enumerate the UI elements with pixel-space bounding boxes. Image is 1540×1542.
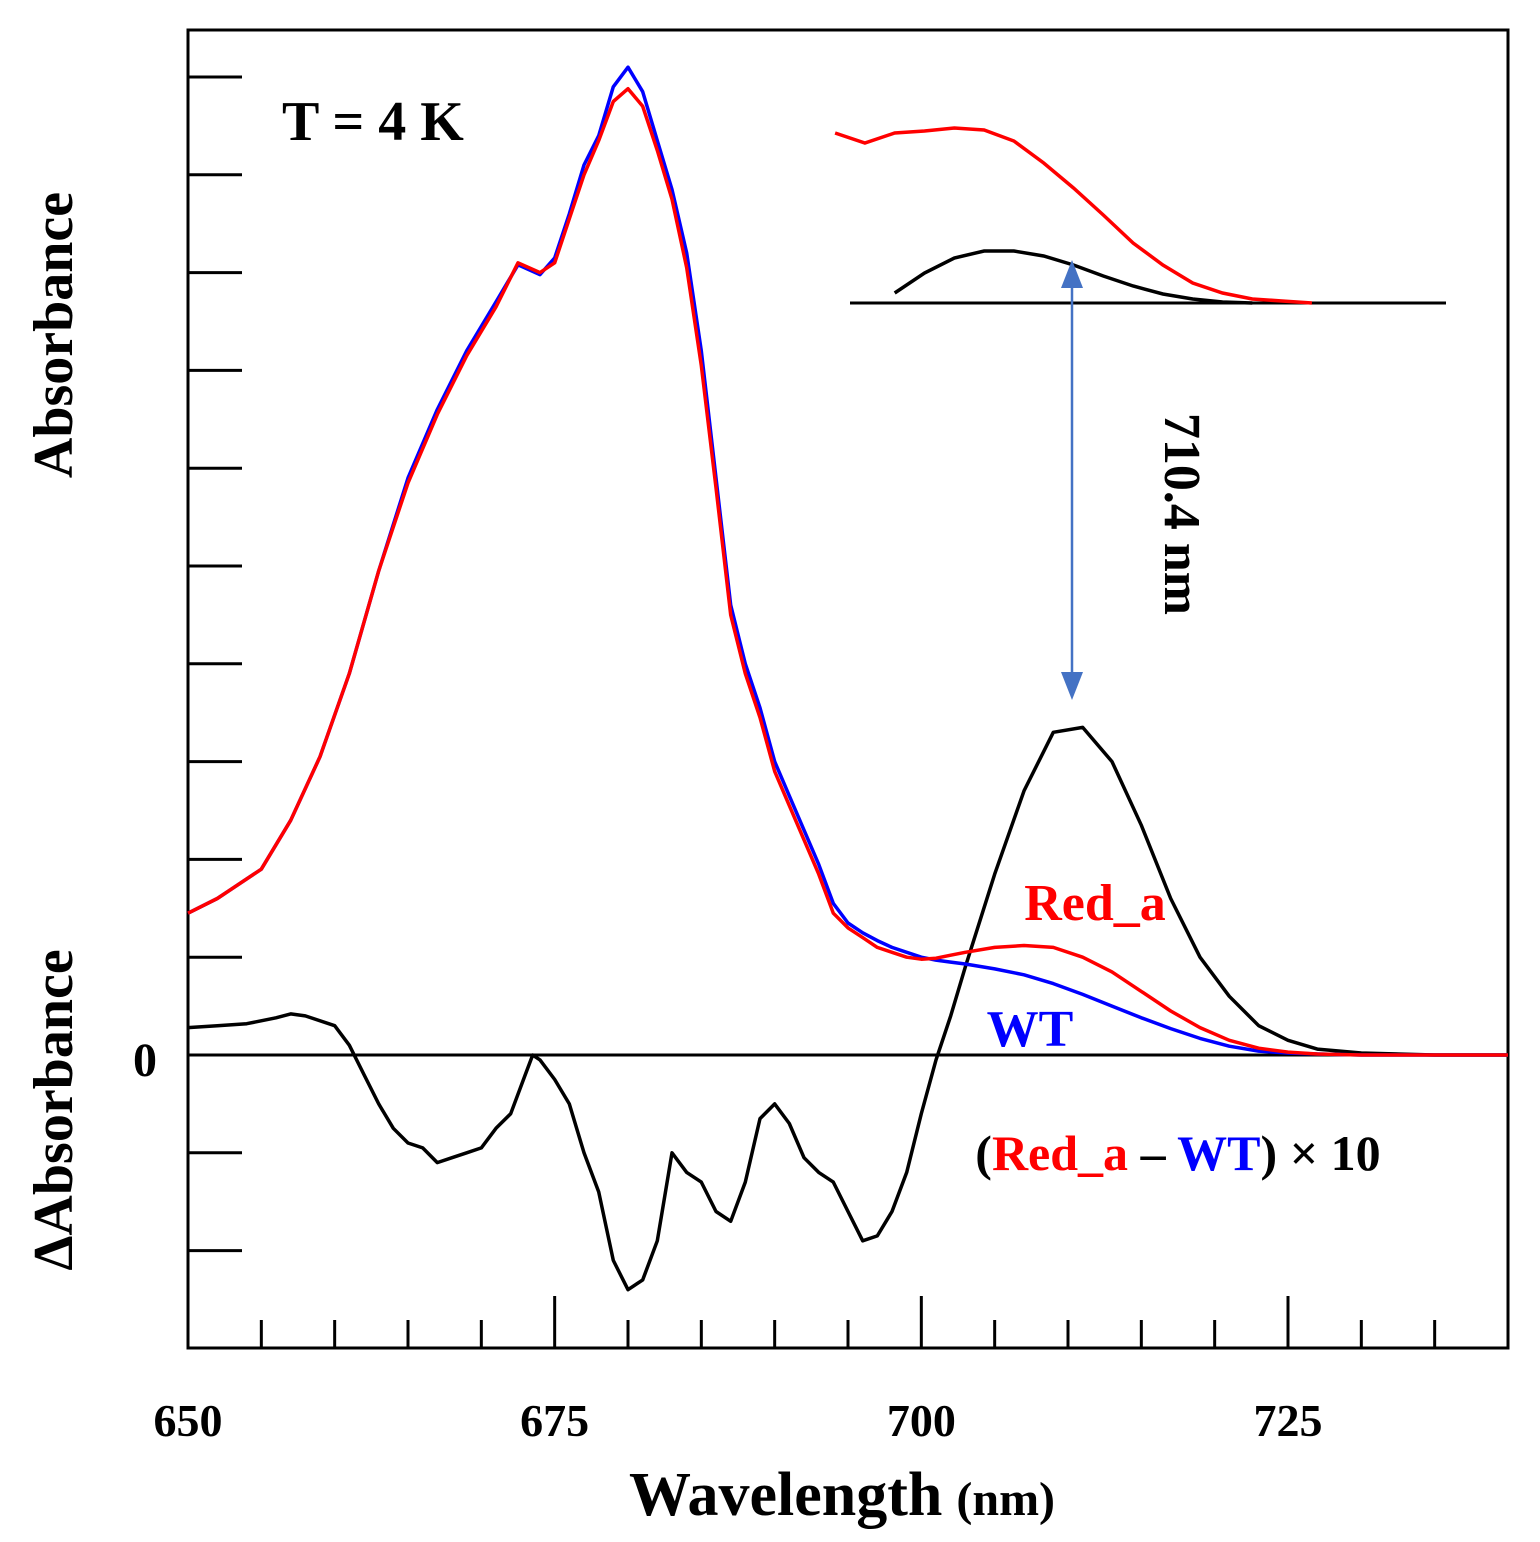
axis-ticks [188, 75, 1437, 1348]
diff-factor: × 10 [1277, 1125, 1381, 1181]
zero-label: 0 [133, 1034, 157, 1087]
x-tick-label: 700 [887, 1395, 956, 1446]
diff-close: ) [1261, 1125, 1278, 1181]
series-layer [187, 65, 1508, 1292]
x-axis-label: Wavelength (nm) [629, 1461, 1055, 1529]
diff-blue: WT [1177, 1125, 1260, 1181]
peak-arrow-head-down [1061, 672, 1083, 700]
diff-red: Red_a [992, 1125, 1128, 1181]
inset-magnified [834, 126, 1446, 305]
series-line-red-a [187, 86, 1508, 1057]
series-line-wt [187, 65, 1508, 1057]
x-tick-labels: 650 675 700 725 [154, 1395, 1323, 1446]
x-tick-label: 650 [154, 1395, 223, 1446]
x-tick-label: 675 [520, 1395, 589, 1446]
peak-wavelength-label: 710.4 nm [1153, 413, 1210, 615]
temperature-label: T = 4 K [282, 91, 464, 153]
y-axis-label-delta-absorbance: ΔAbsorbance [23, 949, 85, 1270]
peak-arrow-head-up [1061, 260, 1083, 288]
x-tick-label: 725 [1254, 1395, 1323, 1446]
x-axis-label-unit: (nm) [956, 1473, 1055, 1526]
x-axis-label-main: Wavelength [629, 1461, 942, 1529]
series-line-difference [187, 725, 1508, 1292]
diff-minus: – [1128, 1125, 1177, 1181]
legend-red-label: Red_a [1024, 875, 1166, 932]
diff-open: ( [975, 1125, 992, 1181]
inset-red-line [834, 126, 1313, 305]
y-axis-label-absorbance: Absorbance [23, 192, 85, 478]
legend-blue-label: WT [987, 1001, 1074, 1058]
legend-difference-label: (Red_a – WT) × 10 [975, 1125, 1380, 1181]
